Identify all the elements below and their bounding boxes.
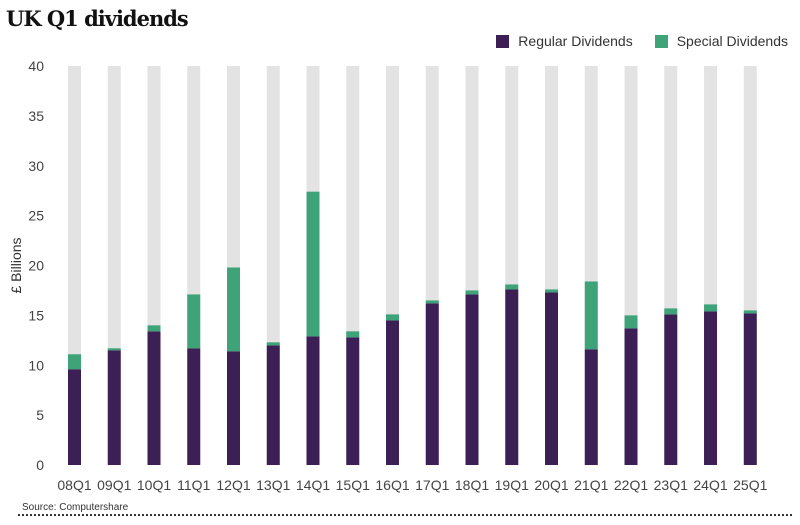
bar-special bbox=[187, 294, 201, 349]
bar-special bbox=[743, 310, 757, 314]
x-tick-label: 08Q1 bbox=[57, 477, 91, 493]
y-tick-label: 5 bbox=[36, 407, 44, 423]
bar-regular bbox=[704, 311, 718, 465]
x-tick-label: 19Q1 bbox=[495, 477, 529, 493]
x-tick-label: 25Q1 bbox=[733, 477, 767, 493]
y-tick-label: 40 bbox=[28, 58, 44, 74]
y-tick-label: 35 bbox=[28, 108, 44, 124]
bar-regular bbox=[187, 348, 201, 465]
bar-regular bbox=[68, 369, 81, 465]
bar-special bbox=[266, 342, 280, 346]
footer-divider bbox=[18, 514, 792, 516]
bar-regular bbox=[147, 331, 161, 465]
bar-special bbox=[346, 331, 360, 338]
bar-special bbox=[545, 289, 559, 293]
bar-special bbox=[386, 314, 400, 321]
x-tick-label: 16Q1 bbox=[375, 477, 409, 493]
legend-label-regular: Regular Dividends bbox=[518, 33, 633, 49]
bar-regular bbox=[465, 294, 479, 465]
y-axis-title: £ Billions bbox=[8, 237, 24, 293]
bar-special bbox=[227, 267, 241, 352]
source-note: Source: Computershare bbox=[22, 502, 129, 513]
legend-item-regular: Regular Dividends bbox=[496, 33, 633, 49]
bar-regular bbox=[505, 289, 519, 465]
y-tick-label: 0 bbox=[36, 457, 44, 473]
x-tick-label: 20Q1 bbox=[534, 477, 568, 493]
chart-plot: 0 5 10 15 20 25 30 35 40 £ Billions 08Q1 09Q1 10Q1 11… bbox=[8, 58, 768, 493]
bar-special bbox=[584, 281, 598, 350]
y-tick-label: 15 bbox=[28, 307, 44, 323]
legend-item-special: Special Dividends bbox=[654, 33, 788, 49]
bar-special bbox=[147, 325, 161, 332]
x-tick-label: 09Q1 bbox=[97, 477, 131, 493]
bar-special bbox=[68, 354, 81, 370]
x-tick-label: 12Q1 bbox=[216, 477, 250, 493]
x-tick-label: 15Q1 bbox=[336, 477, 370, 493]
bar-special bbox=[505, 284, 519, 290]
legend-label-special: Special Dividends bbox=[676, 33, 788, 49]
bar-special bbox=[704, 304, 718, 312]
bar-special bbox=[465, 290, 479, 295]
x-tick-label: 18Q1 bbox=[455, 477, 489, 493]
x-tick-label: 13Q1 bbox=[256, 477, 290, 493]
bar-regular bbox=[425, 303, 439, 465]
bar-regular bbox=[306, 336, 320, 465]
bar-regular bbox=[743, 313, 757, 465]
x-tick-label: 10Q1 bbox=[137, 477, 171, 493]
bar-regular bbox=[227, 351, 241, 465]
legend-swatch-special bbox=[654, 34, 668, 48]
y-tick-label: 30 bbox=[28, 158, 44, 174]
x-tick-label: 22Q1 bbox=[614, 477, 648, 493]
bar-special bbox=[107, 348, 121, 351]
y-tick-label: 10 bbox=[28, 357, 44, 373]
bar-regular bbox=[346, 337, 360, 465]
x-tick-label: 21Q1 bbox=[574, 477, 608, 493]
bar-regular bbox=[664, 314, 678, 465]
x-tick-label: 23Q1 bbox=[654, 477, 688, 493]
bar-special bbox=[306, 191, 320, 337]
bar-regular bbox=[545, 292, 559, 465]
bar-regular bbox=[584, 349, 598, 465]
x-tick-label: 24Q1 bbox=[693, 477, 727, 493]
bar-special bbox=[624, 315, 638, 329]
x-tick-label: 17Q1 bbox=[415, 477, 449, 493]
bar-regular bbox=[386, 320, 400, 465]
bar-special bbox=[425, 300, 439, 304]
bar-regular bbox=[107, 350, 121, 465]
y-tick-label: 25 bbox=[28, 208, 44, 224]
bar-regular bbox=[624, 328, 638, 465]
x-tick-label: 14Q1 bbox=[296, 477, 330, 493]
legend: Regular Dividends Special Dividends bbox=[474, 33, 788, 49]
bar-special bbox=[664, 308, 678, 315]
x-tick-label: 11Q1 bbox=[177, 477, 210, 493]
chart-title: UK Q1 dividends bbox=[6, 6, 189, 31]
legend-swatch-regular bbox=[496, 34, 510, 48]
y-tick-label: 20 bbox=[28, 258, 44, 274]
bar-regular bbox=[266, 345, 280, 465]
